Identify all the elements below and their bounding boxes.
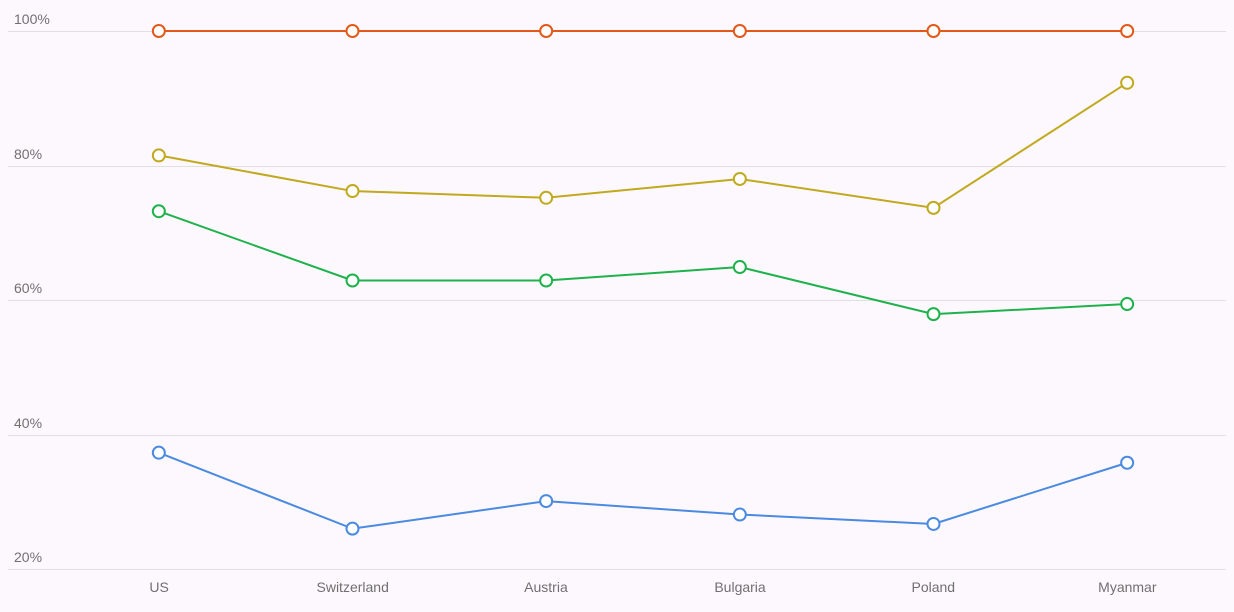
series-marker: [347, 523, 359, 535]
line-chart: 20% 40% 60% 80% 100% US Switzerland Aust…: [0, 0, 1234, 612]
series-marker: [928, 25, 940, 37]
series-marker: [928, 202, 940, 214]
series-marker: [1121, 25, 1133, 37]
chart-plot-area: [0, 0, 1234, 612]
series-marker: [928, 308, 940, 320]
series-marker: [734, 25, 746, 37]
series-marker: [153, 149, 165, 161]
series-marker: [734, 261, 746, 273]
series-marker: [1121, 298, 1133, 310]
series-marker: [347, 274, 359, 286]
series-marker: [1121, 457, 1133, 469]
series-line: [159, 211, 1127, 314]
series-marker: [347, 25, 359, 37]
series-marker: [928, 518, 940, 530]
series-marker: [153, 447, 165, 459]
series-marker: [540, 274, 552, 286]
series-marker: [540, 495, 552, 507]
series-marker: [540, 25, 552, 37]
series-marker: [1121, 77, 1133, 89]
series-marker: [153, 205, 165, 217]
series-line: [159, 453, 1127, 529]
series-line: [159, 83, 1127, 208]
series-marker: [540, 192, 552, 204]
series-marker: [347, 185, 359, 197]
series-marker: [734, 173, 746, 185]
series-marker: [153, 25, 165, 37]
series-marker: [734, 509, 746, 521]
